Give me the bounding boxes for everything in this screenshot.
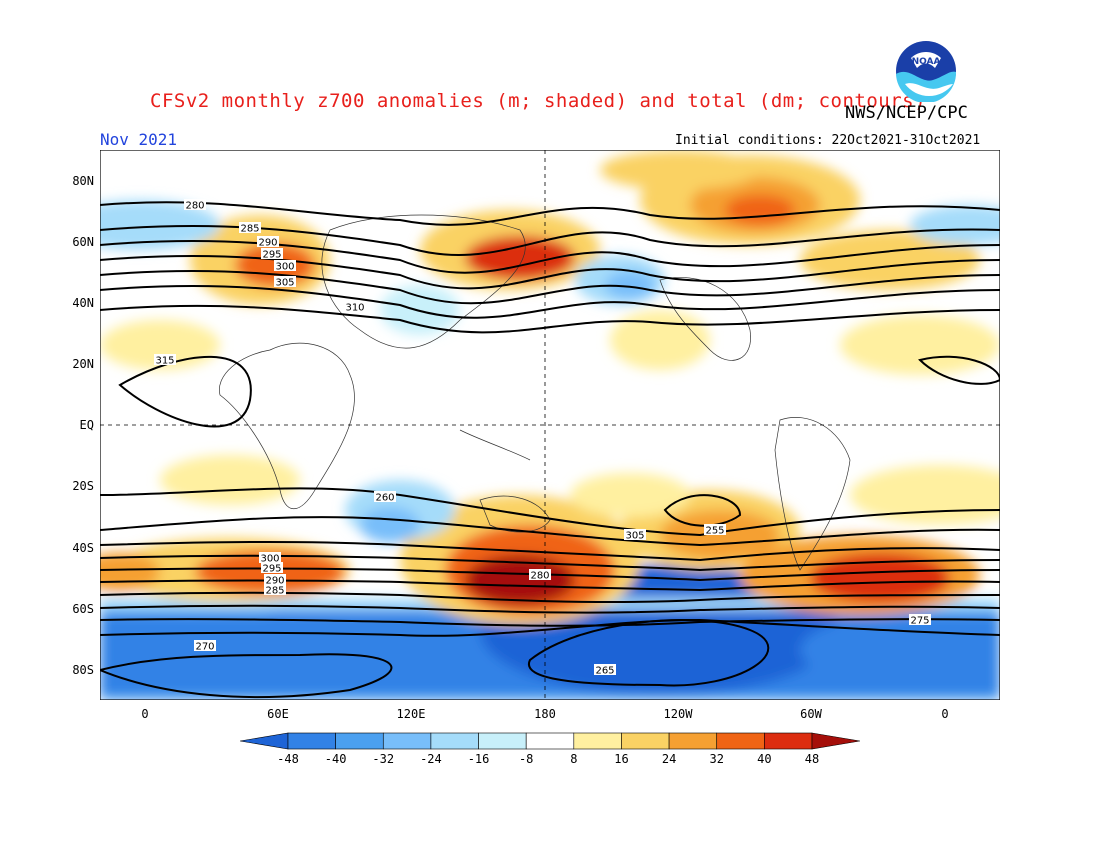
contour-label: 285 xyxy=(264,584,286,597)
logo-text: NOAA xyxy=(912,57,941,67)
lat-label: 40S xyxy=(72,541,94,555)
contour-label: 310 xyxy=(344,301,366,314)
height-contours xyxy=(100,201,1000,699)
contour-label: 270 xyxy=(194,640,216,653)
contour-label: 305 xyxy=(274,276,296,289)
coastlines xyxy=(219,214,851,571)
svg-text:260: 260 xyxy=(375,493,394,504)
svg-text:285: 285 xyxy=(240,224,259,235)
colorbar-bin xyxy=(716,732,765,750)
svg-text:280: 280 xyxy=(530,571,549,582)
contour-label: 255 xyxy=(704,524,726,537)
colorbar-tick-label: 16 xyxy=(614,752,629,766)
lon-label: 120W xyxy=(663,707,693,721)
colorbar-bin xyxy=(621,732,670,750)
noaa-logo: NOAA xyxy=(896,41,957,102)
svg-text:300: 300 xyxy=(275,262,294,273)
svg-text:270: 270 xyxy=(195,642,214,653)
svg-text:300: 300 xyxy=(260,554,279,565)
svg-text:315: 315 xyxy=(155,356,174,367)
svg-text:275: 275 xyxy=(910,616,929,627)
colorbar-bin xyxy=(287,732,336,750)
lon-label: 60E xyxy=(267,707,289,721)
contour-label: 300 xyxy=(259,552,281,565)
contour-label: 260 xyxy=(374,491,396,504)
anomaly-map: 2802852902953003053103153103153053002952… xyxy=(100,150,1000,700)
colorbar-tick-label: 48 xyxy=(804,752,820,766)
contour-label: 275 xyxy=(909,614,931,627)
contour-label: 290 xyxy=(257,236,279,249)
lat-label: 40N xyxy=(72,296,94,310)
lat-label: 60N xyxy=(72,235,94,249)
lat-label: 20N xyxy=(72,357,94,371)
forecast-month: Nov 2021 xyxy=(100,130,178,149)
svg-text:280: 280 xyxy=(185,201,204,212)
lat-label: 80N xyxy=(72,174,94,188)
contour-label: 315 xyxy=(154,354,176,367)
contour-label: 295 xyxy=(261,562,283,575)
colorbar-bin xyxy=(811,732,860,750)
colorbar-tick-label: 32 xyxy=(709,752,724,766)
svg-text:285: 285 xyxy=(265,586,284,597)
colorbar-bin xyxy=(764,732,813,750)
lon-label: 0 xyxy=(141,707,149,721)
lon-label: 180 xyxy=(534,707,556,721)
svg-text:265: 265 xyxy=(595,666,614,677)
lat-label: 80S xyxy=(72,663,94,677)
contour-label: 305 xyxy=(624,529,646,542)
contour-label: 280 xyxy=(529,569,551,582)
svg-text:305: 305 xyxy=(625,531,644,542)
contour-label: 285 xyxy=(239,222,261,235)
lon-label: 120E xyxy=(396,707,426,721)
colorbar-bin xyxy=(240,732,289,750)
lat-label: 60S xyxy=(72,602,94,616)
svg-text:295: 295 xyxy=(262,564,281,575)
lon-label: 0 xyxy=(941,707,949,721)
colorbar-tick-label: -16 xyxy=(467,752,490,766)
colorbar-bin xyxy=(335,732,384,750)
colorbar-tick-label: 24 xyxy=(661,752,677,766)
contour-label: 280 xyxy=(184,199,206,212)
colorbar xyxy=(240,732,860,750)
contour-label: 290 xyxy=(264,574,286,587)
svg-text:310: 310 xyxy=(345,303,364,314)
contour-labels: 2802852902953003053103153103153053002952… xyxy=(154,199,931,677)
contour-label: 265 xyxy=(594,664,616,677)
colorbar-bin xyxy=(478,732,527,750)
colorbar-bin xyxy=(430,732,479,750)
colorbar-tick-label: 40 xyxy=(757,752,772,766)
colorbar-tick-label: -40 xyxy=(324,752,347,766)
svg-text:305: 305 xyxy=(275,278,294,289)
svg-text:255: 255 xyxy=(705,526,724,537)
initial-conditions: Initial conditions: 22Oct2021-31Oct2021 xyxy=(675,133,981,148)
colorbar-bin xyxy=(668,732,718,750)
contour-label: 295 xyxy=(261,248,283,261)
colorbar-tick-label: -8 xyxy=(518,752,534,766)
lat-label: EQ xyxy=(79,418,94,432)
lon-label: 60W xyxy=(800,707,822,721)
svg-text:290: 290 xyxy=(258,238,277,249)
colorbar-tick-label: -24 xyxy=(420,752,442,766)
svg-text:295: 295 xyxy=(262,250,281,261)
colorbar-tick-label: 8 xyxy=(570,752,578,766)
svg-text:290: 290 xyxy=(265,576,284,587)
colorbar-tick-label: -48 xyxy=(277,752,299,766)
colorbar-bin xyxy=(573,732,622,750)
lat-label: 20S xyxy=(72,479,94,493)
colorbar-bin xyxy=(382,732,432,750)
chart-title: CFSv2 monthly z700 anomalies (m; shaded)… xyxy=(150,90,927,112)
contour-label: 300 xyxy=(274,260,296,273)
colorbar-bin xyxy=(525,732,575,750)
colorbar-tick-label: -32 xyxy=(372,752,395,766)
agency-label: NWS/NCEP/CPC xyxy=(845,103,968,123)
